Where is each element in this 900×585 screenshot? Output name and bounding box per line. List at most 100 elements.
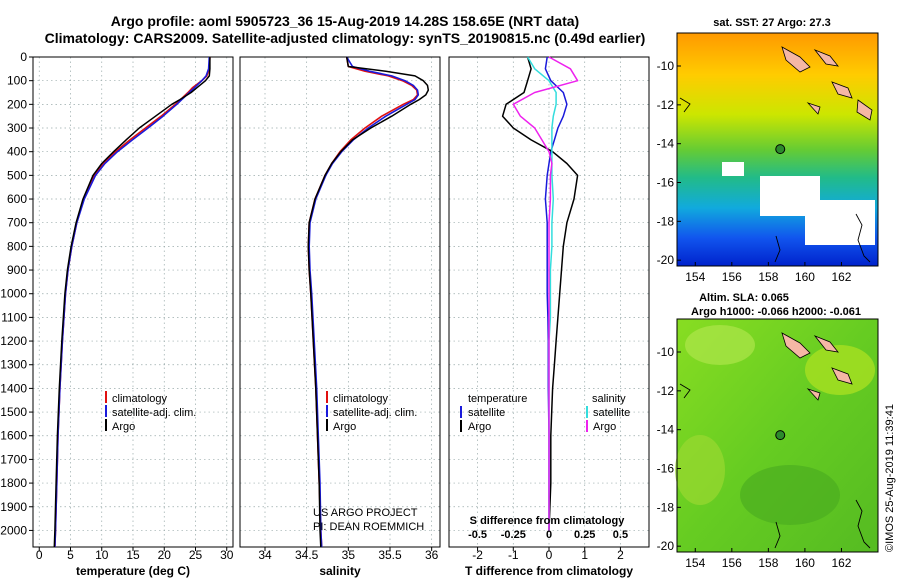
sst-cloud-mask — [805, 200, 875, 245]
y-tick-label: 900 — [7, 263, 27, 277]
x-tick-label: -2 — [472, 548, 483, 562]
map-y-tick-label: -14 — [657, 137, 675, 151]
y-tick-label: 800 — [7, 239, 27, 253]
x-tick-label: 25 — [189, 548, 203, 562]
difference-panel: -0.5 -0.25 0 0.25 0.5 -2 -1 0 1 2 T difference fro… — [448, 56, 650, 578]
s-tick-label: 0 — [546, 529, 552, 541]
legend-header-temperature: temperature — [468, 393, 527, 405]
sla-map — [675, 318, 879, 553]
map-x-tick-label: 158 — [758, 556, 778, 570]
x-tick-label: 0 — [546, 548, 553, 562]
credit-project: US ARGO PROJECT — [313, 507, 418, 519]
x-tick-label: 34.5 — [295, 548, 319, 562]
y-tick-label: 300 — [7, 121, 27, 135]
island — [831, 367, 853, 385]
map-x-tick-label: 156 — [722, 270, 742, 284]
x-tick-label: -1 — [508, 548, 519, 562]
island — [856, 99, 873, 121]
y-tick-label: 100 — [7, 74, 27, 88]
reef-contour — [774, 521, 781, 549]
y-tick-label: 400 — [7, 145, 27, 159]
series-line-satellite-adj-clim- — [54, 56, 211, 548]
legend-salinity-panel: climatology satellite-adj. clim. Argo — [326, 391, 417, 433]
x-tick-label: 15 — [126, 548, 140, 562]
legend-difference-panel: temperature salinity satellite Argo sate… — [460, 393, 630, 433]
s-difference-title: S difference from climatology — [470, 515, 626, 527]
sla-anomaly — [805, 345, 875, 395]
x-tick-label: 5 — [67, 548, 74, 562]
legend-label-climatology: climatology — [333, 393, 389, 405]
sla-map-frame — [676, 318, 879, 553]
map-y-tick-label: -12 — [657, 384, 675, 398]
map-y-tick-label: -12 — [657, 98, 675, 112]
map-x-tick-label: 162 — [831, 556, 851, 570]
island — [813, 335, 839, 353]
island — [831, 81, 853, 99]
map-y-tick-label: -18 — [657, 500, 675, 514]
series-line-argo — [53, 57, 211, 548]
y-tick-label: 2000 — [0, 523, 27, 537]
y-tick-label: 1500 — [0, 405, 27, 419]
title-line-2: Climatology: CARS2009. Satellite-adjuste… — [45, 30, 646, 46]
island — [806, 102, 821, 115]
s-tick-label: 0.5 — [613, 529, 628, 541]
x-tick-label: 0 — [36, 548, 43, 562]
y-tick-label: 1400 — [0, 381, 27, 395]
plot-frame — [239, 56, 441, 548]
y-tick-label: 1200 — [0, 334, 27, 348]
y-tick-label: 1300 — [0, 358, 27, 372]
x-tick-label: 2 — [617, 548, 624, 562]
x-tick-label: 20 — [158, 548, 172, 562]
map-y-tick-label: -16 — [657, 462, 675, 476]
sst-map — [676, 32, 879, 267]
map-x-tick-label: 154 — [685, 556, 705, 570]
map-x-tick-label: 158 — [758, 270, 778, 284]
sst-cloud-mask — [722, 162, 744, 176]
reef-contour — [679, 97, 691, 113]
title-line-1: Argo profile: aoml 5905723_36 15-Aug-201… — [111, 13, 579, 29]
x-tick-label: 34 — [258, 548, 272, 562]
float-marker — [775, 430, 786, 441]
y-tick-label: 1800 — [0, 476, 27, 490]
reef-contour — [679, 383, 691, 399]
x-tick-label: 10 — [95, 548, 109, 562]
reef-contour — [774, 235, 781, 263]
map-y-tick-label: -14 — [657, 423, 675, 437]
map-x-tick-label: 154 — [685, 270, 705, 284]
series-line-climatology — [54, 56, 211, 548]
x-axis-label: temperature (deg C) — [76, 564, 190, 578]
series-line-temperature-argo — [501, 56, 579, 531]
depth-axis: 0 100 200 300 400 500 600 700 800 900 1000 1100 1200… — [0, 50, 33, 537]
map-y-tick-label: -10 — [657, 59, 675, 73]
map-y-tick-label: -16 — [657, 176, 675, 190]
x-tick-label: 35 — [342, 548, 356, 562]
y-tick-label: 700 — [7, 216, 27, 230]
map-x-tick-label: 156 — [722, 556, 742, 570]
map-y-tick-label: -20 — [657, 539, 675, 553]
y-tick-label: 200 — [7, 97, 27, 111]
x-tick-label: 35.5 — [378, 548, 402, 562]
reef-contour — [855, 213, 871, 263]
sst-map-frame — [676, 32, 879, 267]
map-x-tick-label: 162 — [831, 270, 851, 284]
series-line-climatology — [307, 56, 419, 548]
map-bottom-title-2: Argo h1000: -0.066 h2000: -0.061 — [691, 306, 861, 318]
map-x-tick-label: 160 — [795, 556, 815, 570]
x-tick-label: 1 — [581, 548, 588, 562]
legend-label-satellite: satellite-adj. clim. — [112, 407, 196, 419]
x-axis-label: T difference from climatology — [465, 564, 633, 578]
y-tick-label: 1700 — [0, 452, 27, 466]
y-tick-label: 1100 — [1, 310, 27, 324]
island — [781, 46, 811, 73]
series-line-salinity-satellite — [526, 56, 557, 531]
salinity-panel: 34 34.5 35 35.5 36 salinity — [239, 56, 441, 578]
series-line-salinity-argo — [512, 56, 579, 531]
y-tick-label: 500 — [7, 168, 27, 182]
sla-anomaly — [740, 465, 840, 525]
x-tick-label: 36 — [425, 548, 439, 562]
y-tick-label: 0 — [20, 50, 27, 64]
y-tick-label: 1600 — [0, 429, 27, 443]
legend-label-s-satellite: satellite — [593, 407, 630, 419]
legend-label-argo: Argo — [112, 421, 135, 433]
